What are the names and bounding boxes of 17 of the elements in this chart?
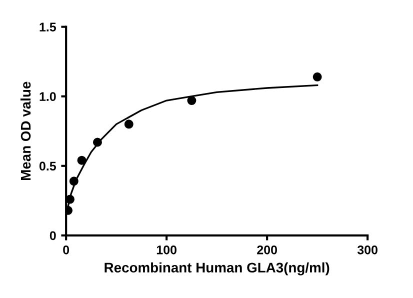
point xyxy=(187,96,196,106)
point xyxy=(312,72,322,82)
y-axis-title: Mean OD value xyxy=(20,82,31,180)
point xyxy=(124,120,134,129)
x-tick-label: 200 xyxy=(257,245,277,254)
x-tick-label: 300 xyxy=(357,245,378,254)
y-tick-label: 0.5 xyxy=(39,162,56,171)
point xyxy=(66,194,74,204)
y-tick-label: 1.5 xyxy=(40,22,56,32)
point xyxy=(92,138,102,147)
y-tick-label: 1.0 xyxy=(40,92,56,102)
x-tick-label: 0 xyxy=(63,245,70,254)
point xyxy=(77,156,86,165)
y-tick-label: 0 xyxy=(50,231,56,240)
x-tick-label: 100 xyxy=(156,245,176,254)
x-axis-title: Recombinant Human GLA3(ng/ml) xyxy=(104,262,330,276)
point xyxy=(69,176,78,186)
